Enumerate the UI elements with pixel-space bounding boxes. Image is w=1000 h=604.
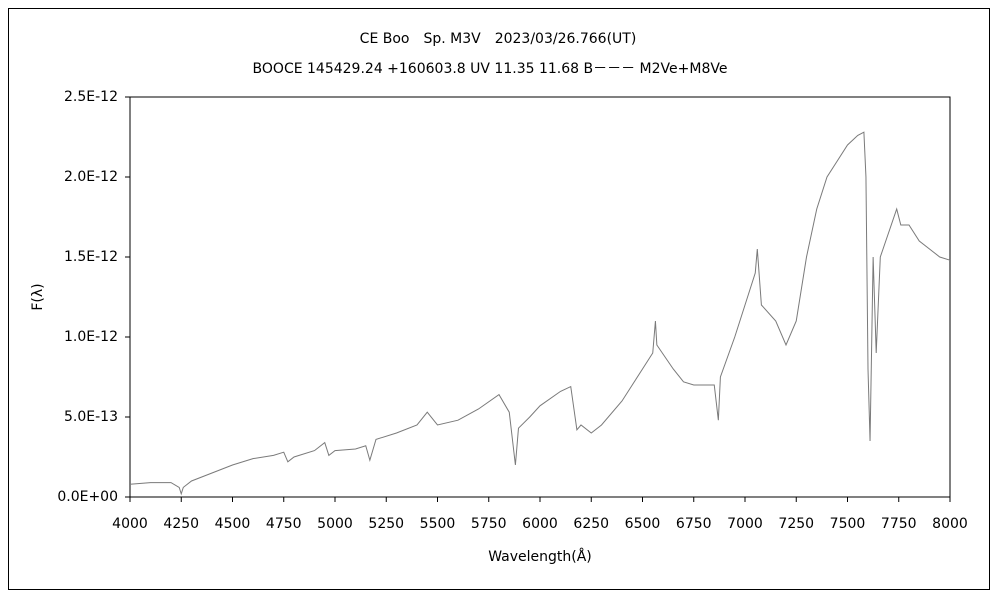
x-tick-label: 6000: [522, 516, 558, 532]
x-tick-label: 6500: [625, 516, 661, 532]
spectrum-line: [129, 131, 951, 496]
x-tick-label: 6750: [676, 516, 712, 532]
x-tick-label: 4250: [163, 516, 199, 532]
x-tick-label: 5000: [317, 516, 353, 532]
chart-subtitle: BOOCE 145429.24 +160603.8 UV 11.35 11.68…: [253, 61, 728, 77]
x-tick-label: 5750: [471, 516, 507, 532]
x-tick-label: 4000: [112, 516, 148, 532]
x-tick-label: 7500: [830, 516, 866, 532]
chart-title: CE Boo Sp. M3V 2023/03/26.766(UT): [360, 31, 637, 47]
y-tick-label: 5.0E-13: [64, 409, 118, 425]
x-tick-label: 5250: [368, 516, 404, 532]
x-tick-label: 8000: [932, 516, 968, 532]
x-tick-label: 6250: [573, 516, 609, 532]
y-axis-label: F(λ): [30, 283, 46, 310]
x-tick-label: 7000: [727, 516, 763, 532]
chart-frame: [8, 8, 990, 590]
y-tick-label: 2.0E-12: [64, 169, 118, 185]
y-tick-label: 1.5E-12: [64, 249, 118, 265]
x-tick-label: 7250: [778, 516, 814, 532]
y-tick-label: 0.0E+00: [57, 489, 118, 505]
x-tick-label: 5500: [420, 516, 456, 532]
y-tick-label: 2.5E-12: [64, 89, 118, 105]
x-tick-label: 7750: [881, 516, 917, 532]
y-tick-label: 1.0E-12: [64, 329, 118, 345]
x-tick-label: 4500: [215, 516, 251, 532]
x-axis-label: Wavelength(Å): [488, 548, 592, 565]
x-tick-label: 4750: [266, 516, 302, 532]
